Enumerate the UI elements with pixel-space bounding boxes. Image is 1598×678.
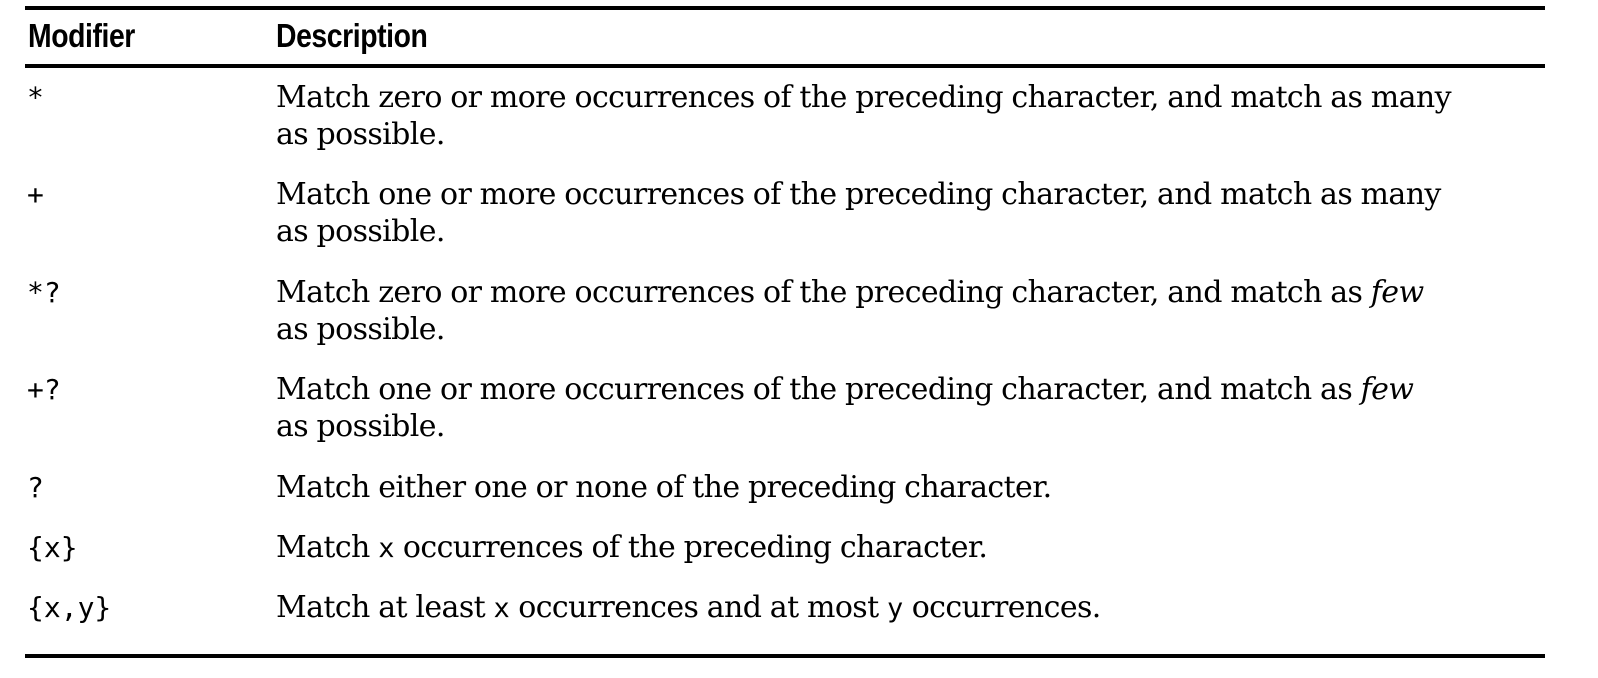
description-cell: Match zero or more occurrences of the pr… xyxy=(276,79,1516,153)
header-modifier: Modifier xyxy=(28,17,135,54)
modifier-cell: *? xyxy=(27,276,61,309)
modifier-cell: * xyxy=(27,81,44,114)
description-line: Match zero or more occurrences of the pr… xyxy=(276,274,1516,311)
modifier-cell: {x} xyxy=(27,531,78,564)
description-line: Match x occurrences of the preceding cha… xyxy=(276,529,1516,567)
emphasis-text: few xyxy=(1370,275,1424,310)
description-line: Match one or more occurrences of the pre… xyxy=(276,177,1441,212)
description-cell: Match one or more occurrences of the pre… xyxy=(276,176,1516,250)
description-line: as possible. xyxy=(276,312,445,347)
description-cell: Match at least x occurrences and at most… xyxy=(276,589,1516,627)
description-cell: Match zero or more occurrences of the pr… xyxy=(276,274,1516,348)
description-cell: Match either one or none of the precedin… xyxy=(276,469,1516,506)
table-top-rule xyxy=(25,6,1545,10)
description-text: Match zero or more occurrences of the pr… xyxy=(276,275,1371,310)
description-text: Match xyxy=(276,530,379,565)
modifier-cell: +? xyxy=(27,373,61,406)
code-text: x xyxy=(378,533,395,564)
description-text: occurrences and at most xyxy=(509,590,887,625)
header-description: Description xyxy=(276,17,428,54)
description-cell: Match x occurrences of the preceding cha… xyxy=(276,529,1516,567)
code-text: x xyxy=(493,593,510,624)
description-line: as possible. xyxy=(276,117,445,152)
code-text: y xyxy=(887,593,904,624)
modifier-table: Modifier Description * Match zero or mor… xyxy=(25,6,1545,660)
description-line: Match one or more occurrences of the pre… xyxy=(276,371,1516,408)
description-line: Match zero or more occurrences of the pr… xyxy=(276,80,1452,115)
description-text: occurrences of the preceding character. xyxy=(394,530,988,565)
modifier-cell: ? xyxy=(27,471,44,504)
modifier-cell: {x,y} xyxy=(27,591,112,624)
description-text: Match at least xyxy=(276,590,494,625)
description-line: Match either one or none of the precedin… xyxy=(276,470,1052,505)
description-line: Match at least x occurrences and at most… xyxy=(276,589,1516,627)
table-bottom-rule xyxy=(25,654,1545,658)
emphasis-text: few xyxy=(1360,372,1414,407)
description-line: as possible. xyxy=(276,214,445,249)
description-text: occurrences. xyxy=(903,590,1102,625)
table-header-rule xyxy=(25,64,1545,68)
description-line: as possible. xyxy=(276,409,445,444)
description-text: Match one or more occurrences of the pre… xyxy=(276,372,1361,407)
modifier-cell: + xyxy=(27,178,44,211)
description-cell: Match one or more occurrences of the pre… xyxy=(276,371,1516,445)
